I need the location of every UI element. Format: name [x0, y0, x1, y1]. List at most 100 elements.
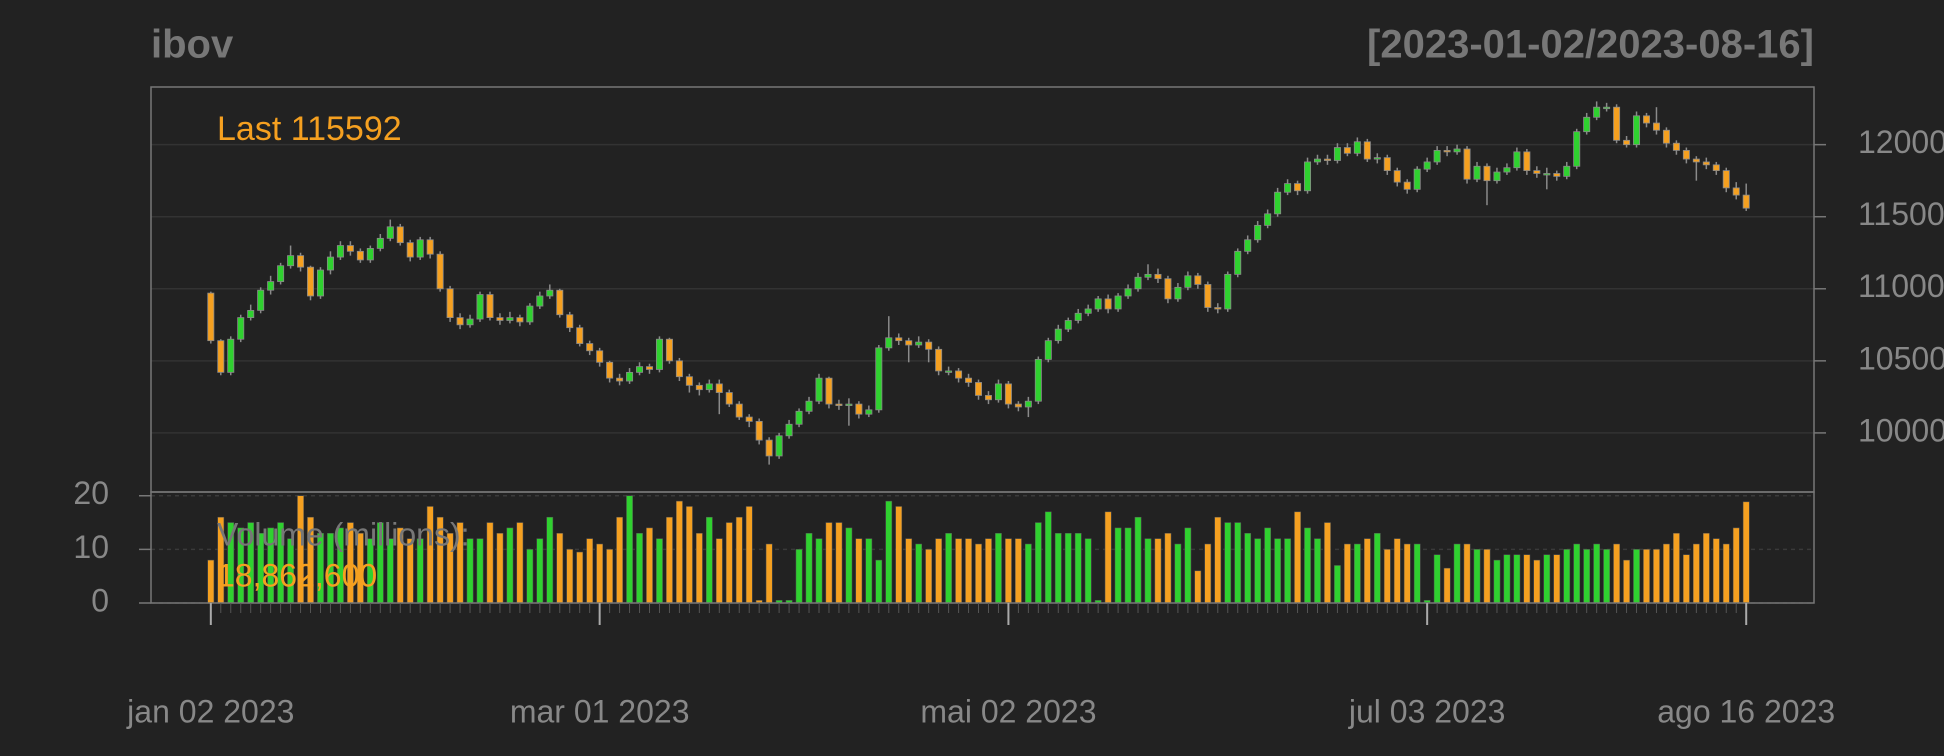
volume-bar	[1503, 554, 1511, 604]
candle-body	[1633, 115, 1641, 146]
candle-body	[1064, 320, 1072, 330]
candle-body	[1483, 165, 1491, 182]
volume-bar	[1583, 549, 1591, 604]
candle-body	[386, 226, 394, 239]
volume-bar	[1054, 533, 1062, 604]
candle-body	[775, 435, 783, 457]
candle-body	[955, 370, 963, 379]
candle-body	[1343, 147, 1351, 154]
candle-body	[965, 377, 973, 383]
candle-body	[655, 338, 663, 370]
volume-bar	[606, 549, 613, 604]
volume-bar	[975, 543, 982, 604]
candle-body	[705, 383, 713, 391]
volume-bar	[1154, 538, 1162, 604]
candle-body	[1742, 194, 1750, 209]
candle-body	[1274, 191, 1282, 215]
candle-body	[984, 395, 992, 401]
candle-body	[416, 239, 424, 258]
volume-bar	[486, 522, 494, 604]
volume-bar	[636, 533, 643, 604]
volume-bar	[725, 522, 733, 604]
volume-bar	[1493, 559, 1501, 604]
volume-bar	[1543, 554, 1551, 604]
candle-body	[526, 305, 534, 323]
x-tick-label: jan 02 2023	[126, 693, 294, 729]
candle-body	[566, 314, 574, 329]
volume-bar	[1742, 501, 1750, 604]
candle-body	[695, 384, 703, 391]
volume-bar	[795, 549, 803, 604]
candle-body	[466, 318, 474, 326]
candle-body	[287, 255, 295, 267]
candle-body	[895, 337, 903, 342]
volume-bar	[735, 516, 743, 604]
volume-bar	[845, 527, 853, 604]
candle-body	[1453, 148, 1461, 153]
candle-body	[1652, 122, 1660, 131]
candle-body	[227, 338, 235, 373]
candle-body	[855, 403, 863, 415]
candle-body	[765, 439, 773, 457]
candle-body	[1314, 158, 1321, 163]
volume-bar	[1593, 543, 1600, 604]
candle-body	[1662, 129, 1670, 144]
volume-bar	[1234, 522, 1242, 604]
candle-body	[1234, 250, 1242, 275]
candle-body	[546, 289, 554, 297]
candle-body	[1473, 165, 1481, 180]
volume-bar	[1244, 533, 1252, 604]
volume-bar	[1294, 511, 1301, 604]
candle-body	[586, 343, 594, 352]
volume-bar	[1164, 533, 1172, 604]
x-tick-label: mar 01 2023	[510, 693, 690, 729]
volume-bar	[526, 549, 534, 604]
volume-bar	[1643, 549, 1650, 604]
candle-body	[1014, 403, 1022, 408]
candle-body	[1144, 273, 1152, 278]
candle-body	[825, 377, 833, 405]
volume-bar	[576, 551, 584, 604]
volume-bar	[1613, 543, 1620, 604]
candle-body	[1692, 158, 1700, 163]
volume-bar	[1483, 549, 1491, 604]
volume-bar	[1174, 543, 1182, 604]
candle-body	[1613, 106, 1621, 141]
volume-bar	[596, 543, 603, 604]
volume-bar	[1034, 522, 1042, 604]
candle-body	[356, 250, 364, 261]
volume-bar	[1623, 559, 1630, 604]
volume-bar	[1224, 522, 1232, 604]
candle-body	[536, 295, 544, 307]
candle-body	[1543, 173, 1551, 176]
volume-bar	[1194, 570, 1202, 604]
candle-body	[456, 317, 464, 326]
candle-body	[1044, 340, 1052, 360]
x-tick-label: jul 03 2023	[1348, 693, 1506, 729]
volume-bar	[945, 533, 952, 604]
volume-last: 18,862,600	[217, 557, 377, 593]
candle-body	[326, 256, 334, 271]
volume-bar	[1393, 538, 1401, 604]
candle-body	[1353, 141, 1361, 154]
volume-bar	[496, 533, 504, 604]
candle-body	[1244, 239, 1252, 252]
x-tick-label: ago 16 2023	[1657, 693, 1835, 729]
candle-body	[1702, 161, 1710, 166]
candle-body	[1732, 187, 1740, 196]
candle-body	[1004, 383, 1012, 405]
candle-body	[1553, 173, 1561, 177]
candle-body	[1024, 400, 1032, 408]
volume-bar	[915, 543, 923, 604]
volume-bar	[825, 522, 833, 604]
candle-body	[1174, 286, 1182, 300]
y-tick-label: 105000	[1858, 340, 1944, 376]
candle-body	[237, 317, 245, 340]
y-tick-label: 100000	[1858, 412, 1944, 448]
volume-bar	[965, 538, 972, 604]
candle-body	[1373, 157, 1381, 160]
volume-bar	[1403, 543, 1411, 604]
candle-body	[376, 237, 384, 249]
candle-body	[665, 338, 673, 362]
volume-bar	[1005, 538, 1012, 604]
